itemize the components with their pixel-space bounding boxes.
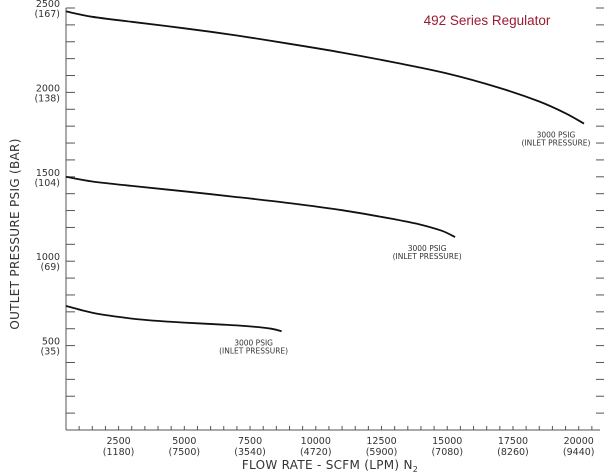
series-annotation-3: 3000 PSIG bbox=[234, 338, 273, 347]
series-annotation-1: 3000 PSIG bbox=[537, 131, 576, 140]
y-tick-label: 1000 bbox=[36, 252, 60, 263]
ticks: 500(35)1000(69)1500(104)2000(138)2500(16… bbox=[34, 0, 604, 458]
x-tick-sublabel: (1180) bbox=[103, 447, 135, 458]
x-axis-label-main: FLOW RATE - SCFM (LPM) N bbox=[242, 458, 413, 472]
x-tick-label: 5000 bbox=[172, 436, 196, 447]
x-tick-sublabel: (9440) bbox=[563, 447, 595, 458]
x-axis-label-subscript: 2 bbox=[413, 465, 418, 473]
y-tick-sublabel: (35) bbox=[40, 347, 60, 358]
x-tick-label: 20000 bbox=[564, 436, 594, 447]
x-tick-sublabel: (7080) bbox=[431, 447, 463, 458]
x-tick-label: 15000 bbox=[432, 436, 462, 447]
x-tick-label: 12500 bbox=[366, 436, 396, 447]
series-annotation-3: (INLET PRESSURE) bbox=[219, 346, 288, 355]
y-tick-sublabel: (138) bbox=[34, 93, 60, 104]
x-tick-sublabel: (8260) bbox=[497, 447, 529, 458]
series-annotation-1: (INLET PRESSURE) bbox=[521, 139, 590, 148]
y-tick-label: 500 bbox=[42, 337, 60, 348]
x-tick-sublabel: (5900) bbox=[366, 447, 398, 458]
y-tick-sublabel: (167) bbox=[34, 9, 60, 20]
y-tick-label: 2000 bbox=[36, 83, 60, 94]
x-axis-label: FLOW RATE - SCFM (LPM) N2 bbox=[242, 458, 418, 473]
series-annotation-2: 3000 PSIG bbox=[408, 244, 447, 253]
y-tick-sublabel: (104) bbox=[34, 178, 60, 189]
series-layer bbox=[65, 10, 585, 333]
x-tick-sublabel: (7500) bbox=[169, 447, 201, 458]
y-tick-sublabel: (69) bbox=[40, 262, 60, 273]
x-tick-sublabel: (4720) bbox=[300, 447, 332, 458]
series-line-2 bbox=[65, 175, 456, 238]
y-axis-label: OUTLET PRESSURE PSIG (BAR) bbox=[8, 138, 22, 329]
x-tick-label: 17500 bbox=[498, 436, 528, 447]
y-tick-label: 1500 bbox=[36, 168, 60, 179]
x-tick-label: 7500 bbox=[238, 436, 262, 447]
series-line-3 bbox=[65, 305, 282, 333]
series-annotation-2: (INLET PRESSURE) bbox=[393, 252, 462, 261]
x-tick-sublabel: (3540) bbox=[234, 447, 266, 458]
annotation-layer: 3000 PSIG(INLET PRESSURE)3000 PSIG(INLET… bbox=[219, 131, 590, 356]
chart-title: 492 Series Regulator bbox=[424, 13, 551, 28]
x-tick-label: 10000 bbox=[301, 436, 331, 447]
x-tick-label: 2500 bbox=[106, 436, 130, 447]
series-line-1 bbox=[65, 10, 585, 125]
y-tick-label: 2500 bbox=[36, 0, 60, 10]
axes bbox=[65, 8, 600, 431]
